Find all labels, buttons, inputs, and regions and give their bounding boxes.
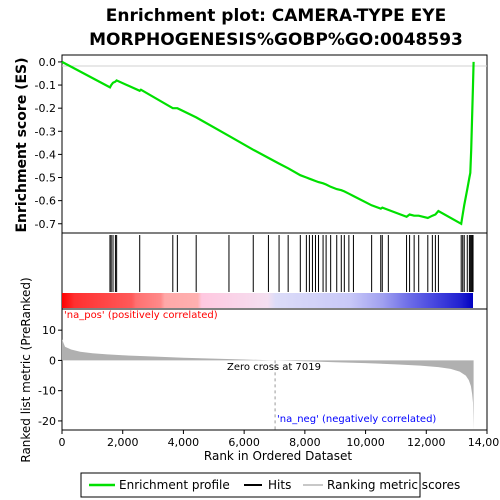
legend-metric-label: Ranking metric scores xyxy=(327,478,460,492)
metric-y-tick-label: -10 xyxy=(38,385,56,398)
x-tick-label: 14,000 xyxy=(468,436,500,449)
es-y-tick-label: -0.5 xyxy=(35,172,56,185)
legend-profile-label: Enrichment profile xyxy=(119,478,230,492)
chart-title-line1: Enrichment plot: CAMERA-TYPE EYE xyxy=(106,6,446,26)
metric-y-axis: 10 0 -10 -20 xyxy=(38,324,62,428)
legend-hits-label: Hits xyxy=(268,478,291,492)
es-y-axis: 0.0 -0.1 -0.2 -0.3 -0.4 -0.5 -0.6 -0.7 xyxy=(35,56,62,231)
es-y-tick-label: 0.0 xyxy=(39,56,57,69)
es-y-tick-label: -0.4 xyxy=(35,148,56,161)
enrichment-profile-line xyxy=(61,60,475,226)
es-panel xyxy=(61,54,488,234)
es-y-tick-label: -0.2 xyxy=(35,102,56,115)
x-tick-label: 2,000 xyxy=(107,436,139,449)
rank-color-bar xyxy=(62,293,473,308)
es-y-tick-label: -0.6 xyxy=(35,195,56,208)
x-tick-label: 8,000 xyxy=(289,436,321,449)
metric-y-tick-label: 0 xyxy=(49,354,56,367)
metric-y-tick-label: 10 xyxy=(42,324,56,337)
es-y-axis-label: Enrichment score (ES) xyxy=(14,57,30,232)
hit-marks xyxy=(109,235,474,292)
metric-panel xyxy=(61,308,488,431)
neg-label: 'na_neg' (negatively correlated) xyxy=(277,414,436,425)
x-tick-label: 0 xyxy=(59,436,66,449)
pos-label: 'na_pos' (positively correlated) xyxy=(64,310,218,321)
es-y-tick-label: -0.3 xyxy=(35,125,56,138)
x-tick-label: 4,000 xyxy=(168,436,200,449)
x-axis-label: Rank in Ordered Dataset xyxy=(204,449,352,463)
x-tick-label: 6,000 xyxy=(228,436,260,449)
zero-cross-label: Zero cross at 7019 xyxy=(227,362,321,373)
es-y-tick-label: -0.7 xyxy=(35,218,56,231)
metric-y-axis-label: Ranked list metric (PreRanked) xyxy=(19,277,33,462)
es-y-tick-label: -0.1 xyxy=(35,79,56,92)
chart-title-line2: MORPHOGENESIS%GOBP%GO:0048593 xyxy=(89,30,463,50)
x-tick-label: 12,000 xyxy=(407,436,446,449)
ranking-metric-area xyxy=(62,339,474,430)
metric-y-tick-label: -20 xyxy=(38,415,56,428)
x-tick-label: 10,000 xyxy=(346,436,385,449)
x-axis: 0 2,000 4,000 6,000 8,000 10,000 12,000 14,000 xyxy=(59,430,500,449)
